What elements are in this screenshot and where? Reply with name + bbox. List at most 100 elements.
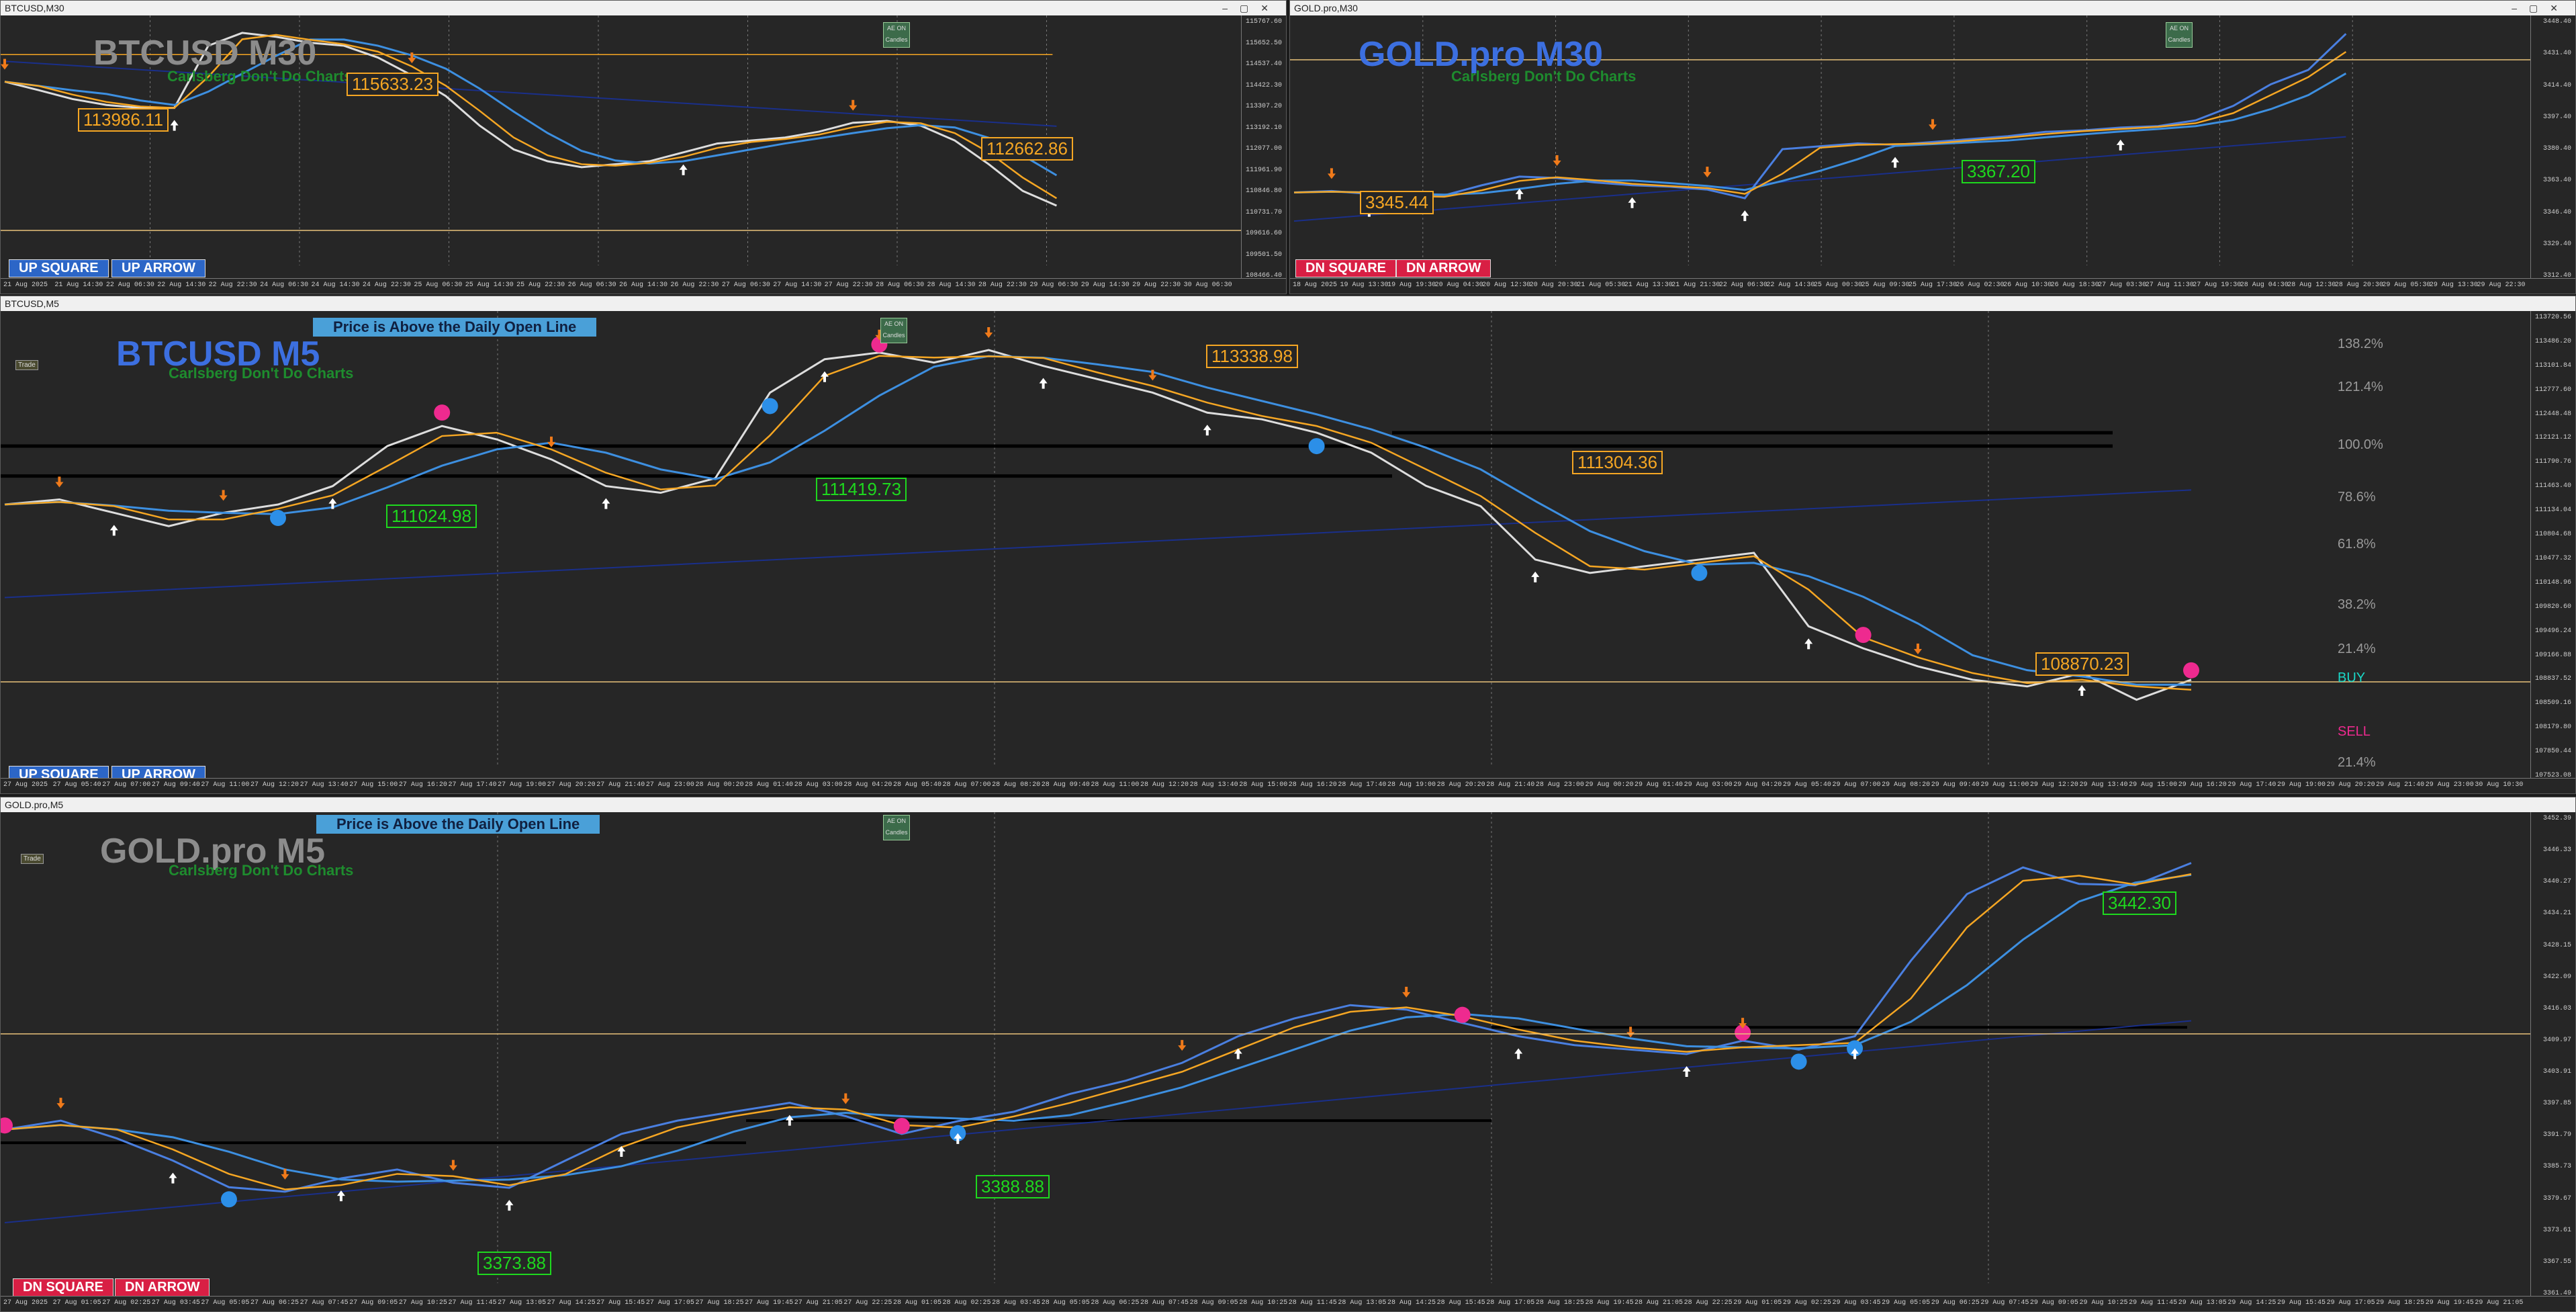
time-tick-label: 21 Aug 05:30 xyxy=(1577,281,1626,289)
time-tick-label: 29 Aug 05:40 xyxy=(1782,781,1831,789)
time-tick-label: 27 Aug 17:05 xyxy=(645,1299,694,1307)
window-title: BTCUSD,M5 xyxy=(5,298,59,309)
up-square-button[interactable]: UP SQUARE xyxy=(9,259,109,277)
up-arrow-icon xyxy=(1514,1048,1523,1059)
time-axis[interactable]: 21 Aug 2025 21 Aug 14:30 22 Aug 06:30 22 Au… xyxy=(1,278,1286,294)
time-tick-label: 24 Aug 14:30 xyxy=(311,281,360,289)
time-tick-label: 29 Aug 01:40 xyxy=(1635,781,1684,789)
sell-signal-dot xyxy=(1,1117,13,1134)
trade-tag[interactable]: Trade xyxy=(15,360,38,370)
window-btcusd-m5[interactable]: BTCUSD,M5 Price is Above the Daily Open … xyxy=(0,296,2576,794)
time-tick-label: 28 Aug 04:30 xyxy=(2240,281,2289,289)
price-tick-label: 108509.16 xyxy=(2534,699,2571,707)
time-tick-label: 27 Aug 2025 xyxy=(3,1299,48,1307)
time-tick-label: 27 Aug 14:30 xyxy=(773,281,822,289)
time-tick-label: 28 Aug 04:20 xyxy=(843,781,892,789)
window-titlebar[interactable]: BTCUSD,M30 –▢✕ xyxy=(1,1,1286,15)
price-axis[interactable]: 3448.40 3431.40 3414.40 3397.40 3380.40 3363.… xyxy=(2530,15,2575,279)
time-tick-label: 25 Aug 06:30 xyxy=(414,281,463,289)
dn-square-button[interactable]: DN SQUARE xyxy=(13,1278,114,1297)
up-arrow-icon xyxy=(1741,210,1749,222)
price-axis[interactable]: 3452.39 3446.33 3440.27 3434.21 3428.15 3422.… xyxy=(2530,812,2575,1297)
time-tick-label: 29 Aug 23:00 xyxy=(2425,781,2474,789)
up-arrow-icon xyxy=(336,1190,345,1202)
ae-sub-label: Candles xyxy=(882,332,905,339)
down-arrow-icon xyxy=(984,327,993,339)
time-tick-label: 27 Aug 09:40 xyxy=(151,781,200,789)
down-arrow-icon xyxy=(1402,986,1411,998)
price-label: 3345.44 xyxy=(1360,191,1434,214)
time-tick-label: 29 Aug 21:40 xyxy=(2376,781,2425,789)
time-tick-label: 28 Aug 12:20 xyxy=(1140,781,1189,789)
time-tick-label: 28 Aug 00:20 xyxy=(695,781,744,789)
window-titlebar[interactable]: GOLD.pro,M30 –▢✕ xyxy=(1290,1,2575,15)
price-tick-label: 110477.32 xyxy=(2534,554,2571,562)
price-axis[interactable]: 113720.56 113486.20 113101.84 112777.60 1124… xyxy=(2530,311,2575,779)
window-titlebar[interactable]: GOLD.pro,M5 xyxy=(1,797,2575,812)
time-tick-label: 27 Aug 19:00 xyxy=(498,781,547,789)
up-arrow-icon xyxy=(1851,1048,1859,1059)
time-tick-label: 29 Aug 19:45 xyxy=(2425,1299,2474,1307)
window-titlebar[interactable]: BTCUSD,M5 xyxy=(1,296,2575,311)
down-arrow-icon xyxy=(1327,168,1336,179)
time-tick-label: 29 Aug 13:40 xyxy=(2079,781,2128,789)
long-moving-average xyxy=(4,60,1057,127)
sell-signal-dot xyxy=(1454,1006,1471,1023)
trade-tag[interactable]: Trade xyxy=(21,854,44,864)
time-tick-label: 28 Aug 19:00 xyxy=(1387,781,1436,789)
down-arrow-icon xyxy=(55,476,64,488)
time-tick-label: 22 Aug 06:30 xyxy=(105,281,154,289)
window-gold-m5[interactable]: GOLD.pro,M5 Price is Above the Daily Ope… xyxy=(0,797,2576,1312)
price-label: 3442.30 xyxy=(2103,891,2176,915)
time-tick-label: 28 Aug 02:25 xyxy=(942,1299,991,1307)
up-arrow-icon xyxy=(2116,139,2125,150)
time-tick-label: 28 Aug 22:25 xyxy=(1684,1299,1733,1307)
window-btcusd-m30[interactable]: BTCUSD,M30 –▢✕ BTCUSD M30 Carlsberg Don'… xyxy=(0,0,1287,294)
up-arrow-icon xyxy=(821,371,829,382)
up-arrow-icon xyxy=(1682,1065,1691,1077)
window-controls[interactable]: –▢✕ xyxy=(1222,3,1281,13)
price-label: 3367.20 xyxy=(1962,160,2035,183)
window-controls[interactable]: –▢✕ xyxy=(2512,3,2570,13)
window-gold-m30[interactable]: GOLD.pro,M30 –▢✕ GOLD.pro M30 Carlsberg … xyxy=(1289,0,2576,294)
time-tick-label: 21 Aug 2025 xyxy=(3,281,48,289)
price-label: 113986.11 xyxy=(78,108,169,132)
up-arrow-button[interactable]: UP ARROW xyxy=(111,259,205,277)
chart-subtitle: Carlsberg Don't Do Charts xyxy=(1451,68,1637,85)
price-tick-label: 3361.49 xyxy=(2542,1290,2571,1297)
price-label: 115633.23 xyxy=(347,73,439,96)
long-moving-average xyxy=(4,489,2192,599)
time-axis[interactable]: 27 Aug 2025 27 Aug 01:05 27 Aug 02:25 27 Au… xyxy=(1,1296,2575,1311)
time-tick-label: 28 Aug 21:05 xyxy=(1635,1299,1684,1307)
time-tick-label: 26 Aug 18:30 xyxy=(2050,281,2099,289)
ae-toggle[interactable]: AE ON Candles xyxy=(880,318,907,343)
time-tick-label: 27 Aug 11:30 xyxy=(2145,281,2194,289)
price-tick-label: 108179.80 xyxy=(2534,724,2571,732)
time-tick-label: 26 Aug 06:30 xyxy=(567,281,616,289)
down-arrow-icon xyxy=(1553,155,1561,167)
time-tick-label: 27 Aug 19:30 xyxy=(2193,281,2242,289)
dn-arrow-button[interactable]: DN ARROW xyxy=(1396,259,1491,277)
ae-toggle[interactable]: AE ON Candles xyxy=(2166,22,2193,48)
time-tick-label: 29 Aug 11:45 xyxy=(2129,1299,2178,1307)
ae-label: AE ON xyxy=(2169,25,2189,32)
time-tick-label: 29 Aug 20:20 xyxy=(2326,781,2375,789)
price-tick-label: 3329.40 xyxy=(2542,240,2571,248)
time-tick-label: 27 Aug 12:20 xyxy=(250,781,300,789)
dn-arrow-button[interactable]: DN ARROW xyxy=(115,1278,210,1297)
time-tick-label: 27 Aug 21:05 xyxy=(794,1299,843,1307)
time-axis[interactable]: 18 Aug 2025 19 Aug 13:30 19 Aug 19:30 20 Au… xyxy=(1290,278,2575,294)
time-axis[interactable]: 27 Aug 2025 27 Aug 05:40 27 Aug 07:00 27 Au… xyxy=(1,778,2575,793)
ae-toggle[interactable]: AE ON Candles xyxy=(883,22,910,48)
chart-subtitle: Carlsberg Don't Do Charts xyxy=(169,862,354,879)
time-tick-label: 27 Aug 22:25 xyxy=(843,1299,892,1307)
ae-sub-label: Candles xyxy=(2168,36,2191,43)
dn-square-button[interactable]: DN SQUARE xyxy=(1295,259,1397,277)
time-tick-label: 27 Aug 07:45 xyxy=(300,1299,349,1307)
up-arrow-icon xyxy=(1039,378,1048,389)
time-tick-label: 29 Aug 07:45 xyxy=(1980,1299,2029,1307)
time-tick-label: 30 Aug 06:30 xyxy=(1183,281,1232,289)
ae-toggle[interactable]: AE ON Candles xyxy=(883,815,910,840)
price-tick-label: 115652.50 xyxy=(1245,39,1282,47)
price-axis[interactable]: 115767.60 115652.50 114537.40 114422.30 1133… xyxy=(1241,15,1286,279)
